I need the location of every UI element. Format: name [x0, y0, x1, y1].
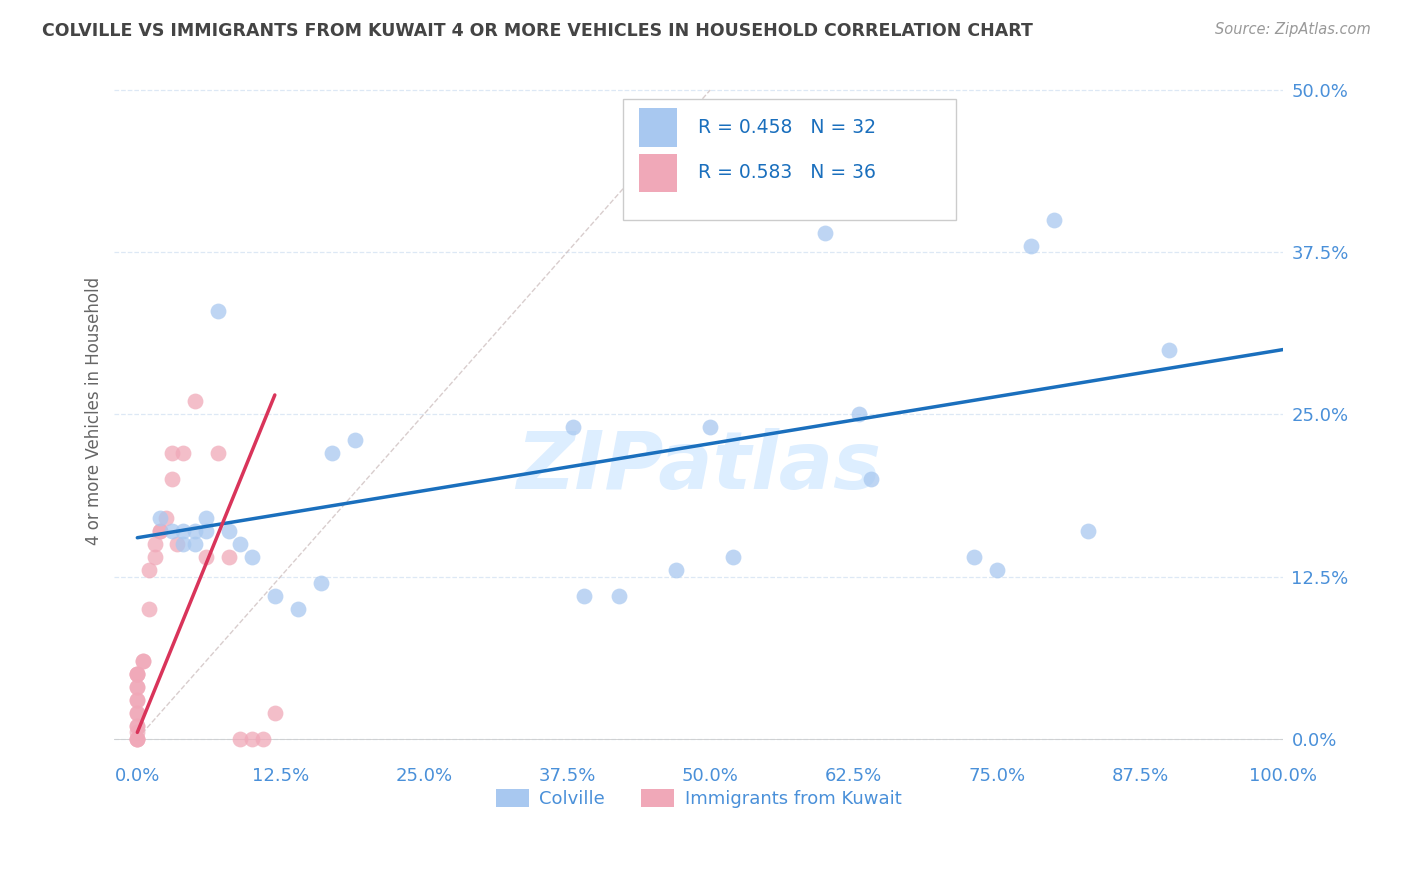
Point — [207, 446, 229, 460]
Point — [240, 550, 263, 565]
Point — [1157, 343, 1180, 357]
FancyBboxPatch shape — [640, 153, 676, 192]
Point — [127, 680, 149, 694]
Point — [252, 731, 274, 746]
Point — [287, 602, 309, 616]
Point — [127, 667, 149, 681]
Point — [1077, 524, 1099, 539]
Point — [166, 537, 188, 551]
Point — [127, 725, 149, 739]
Point — [240, 731, 263, 746]
Point — [127, 667, 149, 681]
FancyBboxPatch shape — [623, 99, 956, 220]
Point — [127, 693, 149, 707]
Text: Source: ZipAtlas.com: Source: ZipAtlas.com — [1215, 22, 1371, 37]
Point — [195, 524, 218, 539]
Point — [160, 446, 183, 460]
Text: ZIPatlas: ZIPatlas — [516, 428, 882, 506]
Point — [132, 654, 155, 668]
Point — [229, 537, 252, 551]
Point — [1019, 238, 1042, 252]
Point — [127, 693, 149, 707]
Point — [172, 524, 194, 539]
Point — [127, 680, 149, 694]
Point — [143, 537, 166, 551]
Point — [263, 706, 285, 720]
Point — [309, 576, 332, 591]
Point — [127, 731, 149, 746]
Point — [321, 446, 343, 460]
Point — [149, 524, 172, 539]
Point — [183, 537, 205, 551]
Text: R = 0.458   N = 32: R = 0.458 N = 32 — [697, 118, 876, 137]
Point — [665, 563, 688, 577]
Text: R = 0.583   N = 36: R = 0.583 N = 36 — [697, 163, 876, 182]
Point — [848, 408, 870, 422]
Point — [160, 472, 183, 486]
Point — [138, 602, 160, 616]
Y-axis label: 4 or more Vehicles in Household: 4 or more Vehicles in Household — [86, 277, 103, 545]
Point — [814, 226, 837, 240]
Point — [127, 731, 149, 746]
Point — [721, 550, 744, 565]
Point — [986, 563, 1008, 577]
Point — [149, 511, 172, 525]
Point — [155, 511, 177, 525]
Point — [572, 589, 595, 603]
Point — [172, 446, 194, 460]
Point — [218, 524, 240, 539]
Point — [138, 563, 160, 577]
Point — [344, 434, 367, 448]
Point — [207, 303, 229, 318]
Point — [172, 537, 194, 551]
Point — [127, 706, 149, 720]
Point — [218, 550, 240, 565]
Point — [160, 524, 183, 539]
FancyBboxPatch shape — [640, 109, 676, 146]
Point — [183, 394, 205, 409]
Point — [183, 524, 205, 539]
Point — [127, 719, 149, 733]
Point — [127, 706, 149, 720]
Text: COLVILLE VS IMMIGRANTS FROM KUWAIT 4 OR MORE VEHICLES IN HOUSEHOLD CORRELATION C: COLVILLE VS IMMIGRANTS FROM KUWAIT 4 OR … — [42, 22, 1033, 40]
Point — [963, 550, 986, 565]
Point — [607, 589, 630, 603]
Point — [127, 719, 149, 733]
Point — [195, 511, 218, 525]
Point — [132, 654, 155, 668]
Point — [263, 589, 285, 603]
Point — [1043, 212, 1066, 227]
Point — [195, 550, 218, 565]
Legend: Colville, Immigrants from Kuwait: Colville, Immigrants from Kuwait — [489, 781, 908, 815]
Point — [229, 731, 252, 746]
Point — [149, 524, 172, 539]
Point — [127, 667, 149, 681]
Point — [699, 420, 721, 434]
Point — [859, 472, 882, 486]
Point — [561, 420, 583, 434]
Point — [127, 731, 149, 746]
Point — [143, 550, 166, 565]
